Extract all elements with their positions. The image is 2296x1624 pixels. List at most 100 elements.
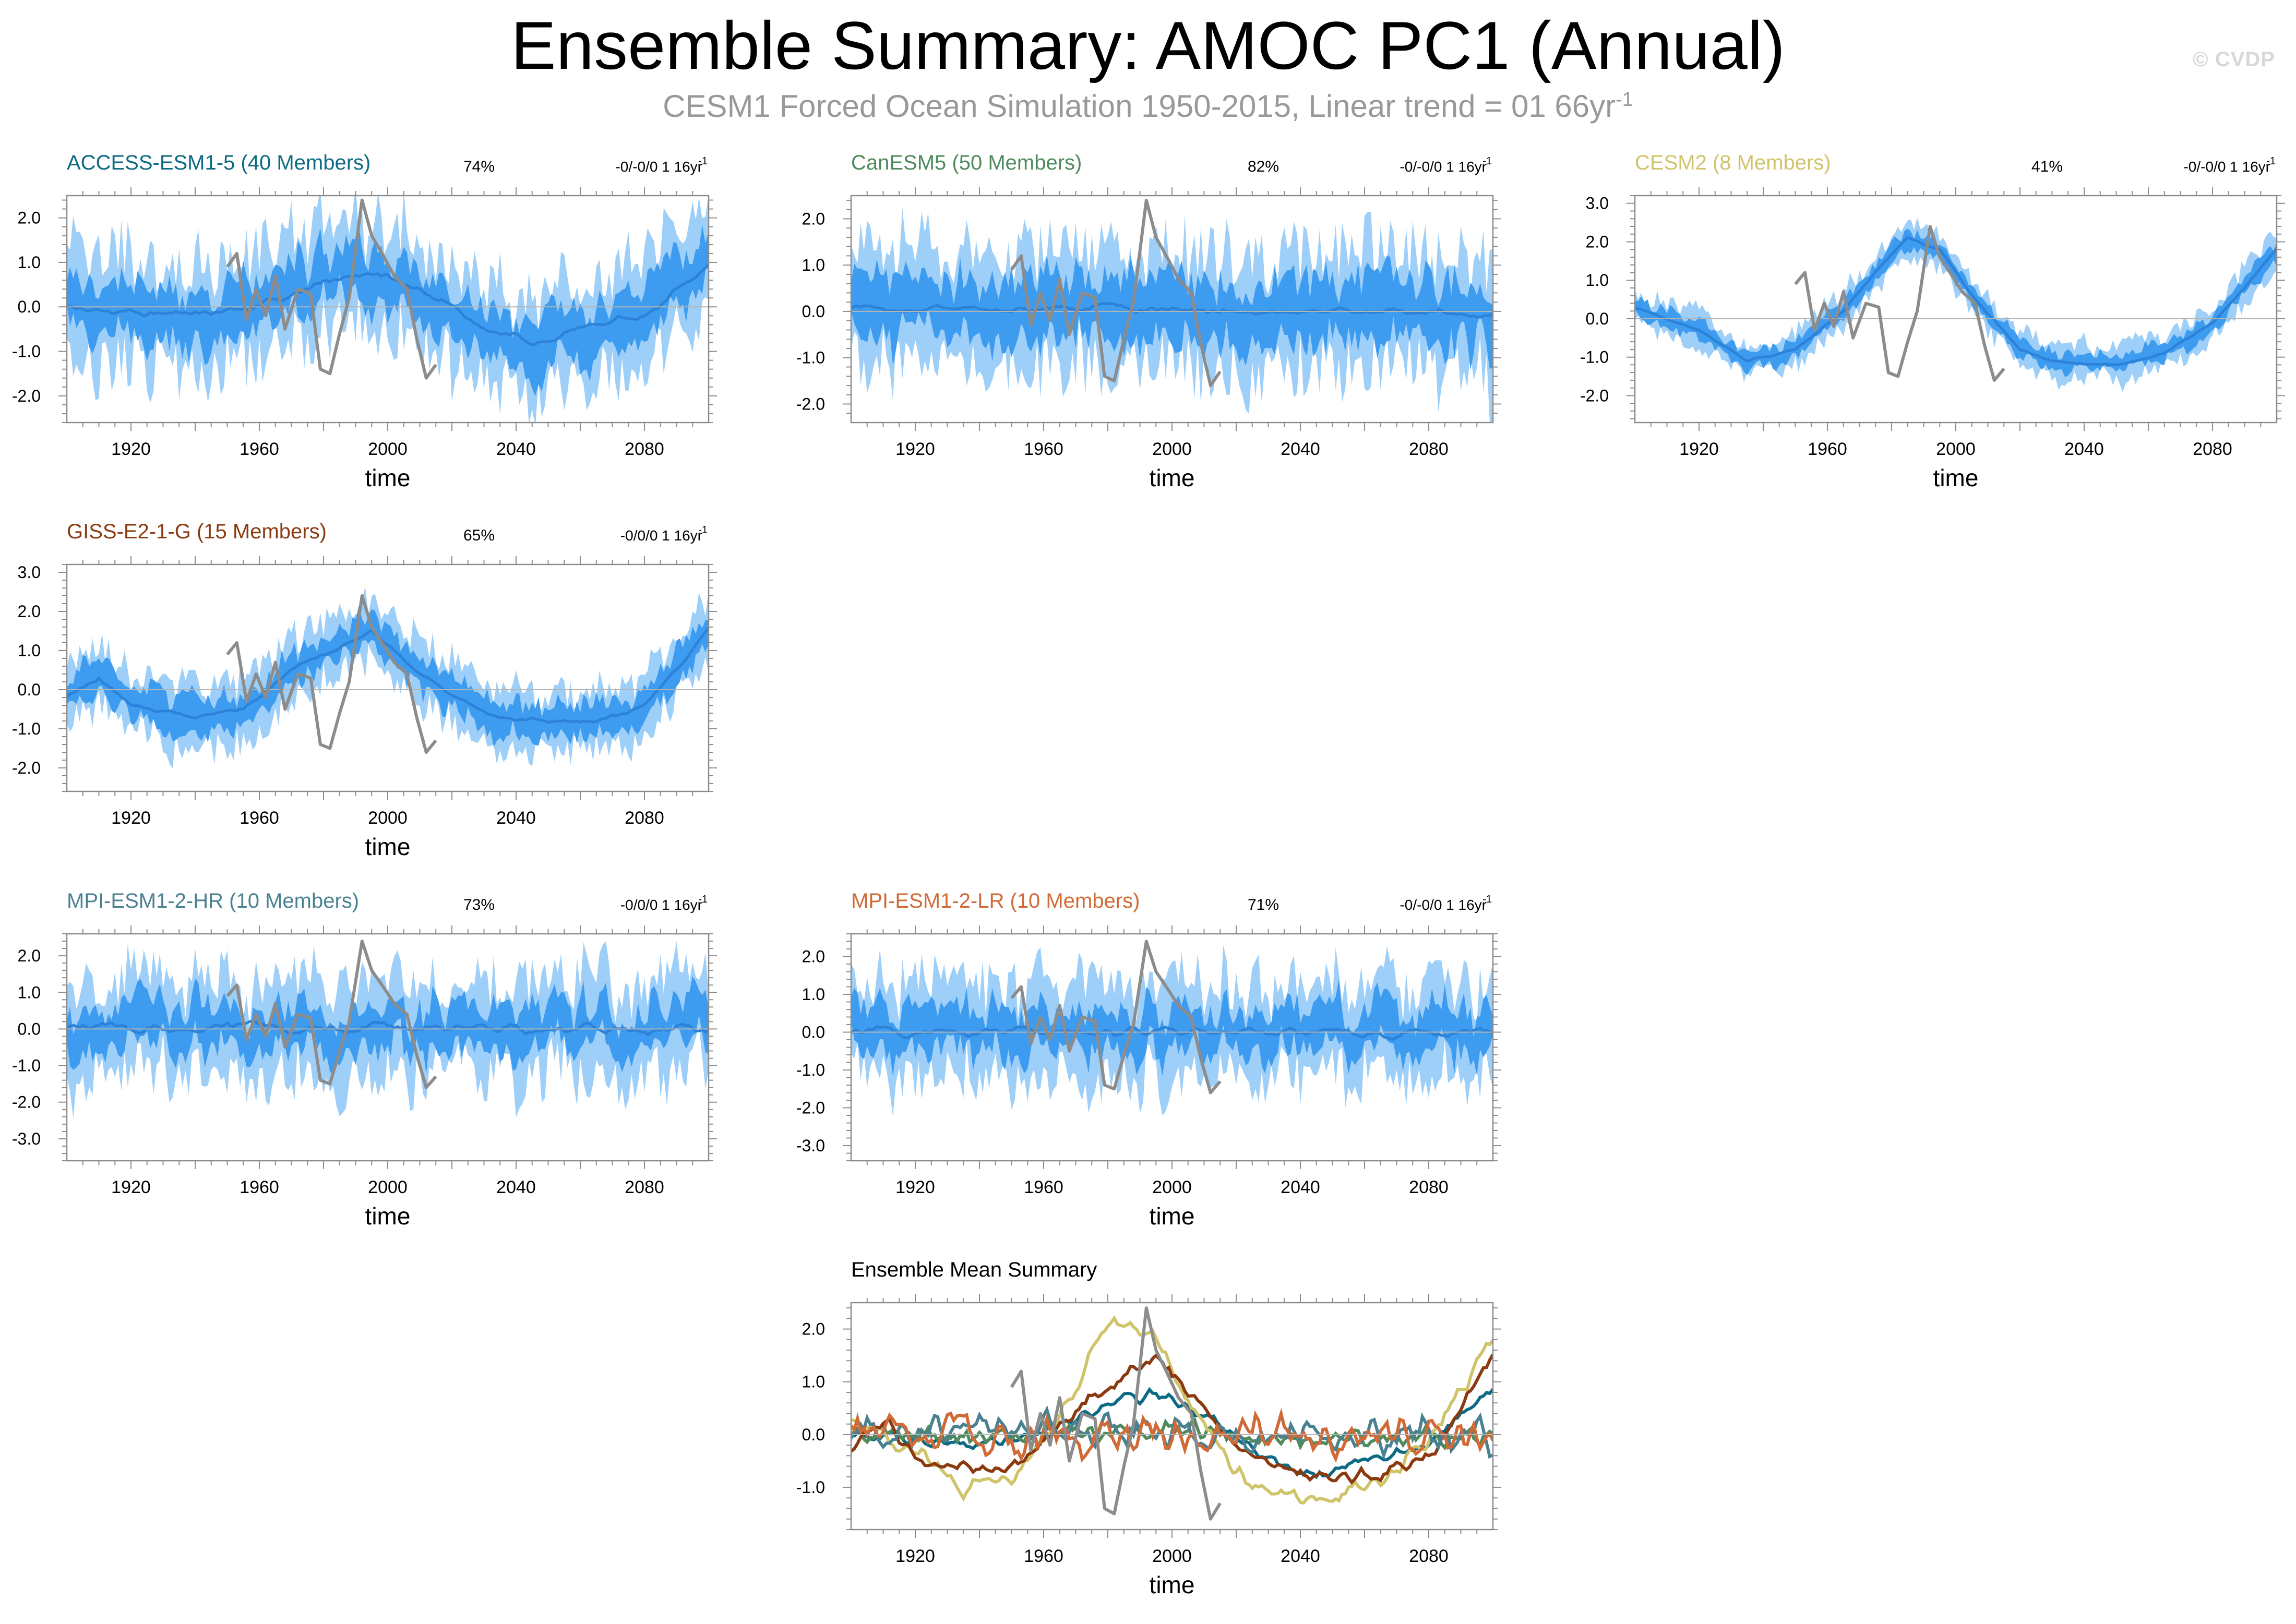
plot-area: [67, 940, 709, 1118]
observed-line: [226, 198, 437, 380]
panel-trend: -0/-0/0 1 16yr: [615, 159, 702, 175]
panel-percent: 74%: [463, 158, 495, 175]
y-tick-label: 2.0: [802, 947, 825, 966]
panel-trend-superscript: -1: [1482, 155, 1492, 167]
y-tick-label: -1.0: [12, 1056, 41, 1075]
panel-title: MPI-ESM1-2-LR (10 Members): [851, 889, 1140, 912]
panel-trend-superscript: -1: [698, 894, 708, 905]
series-line-3: [851, 1353, 1493, 1485]
x-tick-label: 1960: [240, 808, 279, 828]
observed-line: [1010, 198, 1222, 387]
plot-area: [67, 196, 709, 423]
x-axis-label: time: [1150, 1571, 1195, 1598]
x-axis-label: time: [365, 1202, 411, 1230]
page-title: Ensemble Summary: AMOC PC1 (Annual): [511, 7, 1785, 83]
series-line-2: [851, 1315, 1493, 1505]
x-tick-label: 1960: [1808, 439, 1847, 459]
y-tick-label: 2.0: [802, 1320, 825, 1339]
x-tick-label: 2000: [368, 1177, 408, 1197]
y-tick-label: -1.0: [796, 1478, 825, 1497]
x-tick-label: 1920: [111, 439, 151, 459]
ensemble-mean-line: [67, 627, 709, 724]
panel-title: GISS-E2-1-G (15 Members): [67, 520, 327, 543]
ensemble-outer-band: [1635, 217, 2277, 392]
x-tick-label: 2040: [1281, 1546, 1320, 1566]
x-tick-label: 2040: [2064, 439, 2104, 459]
y-tick-label: -1.0: [796, 1061, 825, 1079]
panel-title: ACCESS-ESM1-5 (40 Members): [67, 151, 370, 174]
y-tick-label: 1.0: [18, 983, 41, 1002]
ensemble-mean-line: [67, 1020, 709, 1037]
panel-ensemble-mean-summary: Ensemble Mean Summary 1920 1960 2000 2040 208…: [796, 1258, 1501, 1598]
y-tick-label: 1.0: [18, 253, 41, 272]
panel-MPI-ESM1-2-HR: MPI-ESM1-2-HR (10 Members) 73% -0/0/0 1 16…: [12, 889, 717, 1230]
x-tick-label: 2000: [368, 808, 408, 828]
panel-trend: -0/0/0 1 16yr: [620, 897, 702, 913]
panel-GISS-E2-1-G: GISS-E2-1-G (15 Members) 65% -0/0/0 1 16yr…: [12, 520, 717, 860]
y-tick-label: -1.0: [1580, 348, 1609, 367]
x-tick-label: 2000: [1152, 1546, 1192, 1566]
panel-trend: -0/-0/0 1 16yr: [1400, 159, 1487, 175]
x-tick-label: 1960: [1024, 1546, 1063, 1566]
x-tick-label: 2040: [496, 808, 536, 828]
observed-line: [1794, 225, 2005, 382]
y-tick-label: 2.0: [18, 209, 41, 227]
cvdp-watermark: © CVDP: [2193, 48, 2275, 71]
observed-line: [226, 940, 437, 1089]
y-tick-label: -1.0: [12, 342, 41, 361]
panel-percent: 65%: [463, 527, 495, 544]
y-tick-label: -2.0: [12, 759, 41, 777]
series-line-5: [851, 1408, 1493, 1463]
ensemble-mean-line: [1635, 235, 2277, 366]
ensemble-inner-band: [851, 255, 1493, 370]
y-tick-label: -2.0: [12, 387, 41, 405]
x-tick-label: 2040: [1281, 439, 1320, 459]
y-tick-label: -2.0: [796, 394, 825, 413]
x-tick-label: 2080: [625, 1177, 664, 1197]
x-tick-label: 2080: [625, 439, 664, 459]
y-tick-label: -2.0: [12, 1093, 41, 1112]
panel-MPI-ESM1-2-LR: MPI-ESM1-2-LR (10 Members) 71% -0/-0/0 1 1…: [796, 889, 1501, 1230]
x-tick-label: 1920: [111, 1177, 151, 1197]
x-axis-label: time: [1933, 464, 1979, 491]
panel-title: CanESM5 (50 Members): [851, 151, 1082, 174]
y-tick-label: -3.0: [796, 1136, 825, 1155]
x-tick-label: 2080: [1409, 439, 1449, 459]
observed-line: [1010, 1306, 1222, 1521]
x-tick-label: 2000: [368, 439, 408, 459]
y-tick-label: 0.0: [802, 302, 825, 321]
y-tick-label: 0.0: [18, 680, 41, 699]
panel-title: MPI-ESM1-2-HR (10 Members): [67, 889, 359, 912]
x-tick-label: 2000: [1152, 439, 1192, 459]
x-tick-label: 1920: [111, 808, 151, 828]
panel-CanESM5: CanESM5 (50 Members) 82% -0/-0/0 1 16yr-1 1…: [796, 151, 1501, 491]
subtitle-superscript: -1: [1616, 89, 1633, 111]
x-tick-label: 1960: [1024, 1177, 1063, 1197]
y-tick-label: -2.0: [796, 1099, 825, 1117]
x-tick-label: 1920: [1679, 439, 1719, 459]
ensemble-outer-band: [67, 587, 709, 769]
panel-trend-superscript: -1: [1482, 894, 1492, 905]
x-axis-label: time: [365, 464, 411, 491]
ensemble-inner-band: [67, 224, 709, 396]
plot-area: [851, 940, 1493, 1116]
x-tick-label: 2000: [1152, 1177, 1192, 1197]
ensemble-inner-band: [1635, 228, 2277, 377]
x-tick-label: 2080: [1409, 1546, 1449, 1566]
panel-percent: 73%: [463, 896, 495, 913]
ensemble-mean-line: [851, 302, 1493, 319]
y-tick-label: 2.0: [18, 602, 41, 621]
x-tick-label: 2040: [496, 1177, 536, 1197]
y-tick-label: 0.0: [802, 1023, 825, 1042]
panel-trend: -0/0/0 1 16yr: [620, 527, 702, 544]
panel-CESM2: CESM2 (8 Members) 41% -0/-0/0 1 16yr-1 1920…: [1580, 151, 2285, 491]
y-tick-label: 0.0: [1586, 309, 1609, 328]
x-tick-label: 1960: [240, 439, 279, 459]
x-tick-label: 1920: [895, 1546, 935, 1566]
observed-line: [226, 594, 437, 754]
x-tick-label: 1960: [1024, 439, 1063, 459]
y-tick-label: 0.0: [18, 297, 41, 316]
plot-area: [851, 1306, 1493, 1521]
plot-area: [1635, 217, 2277, 392]
